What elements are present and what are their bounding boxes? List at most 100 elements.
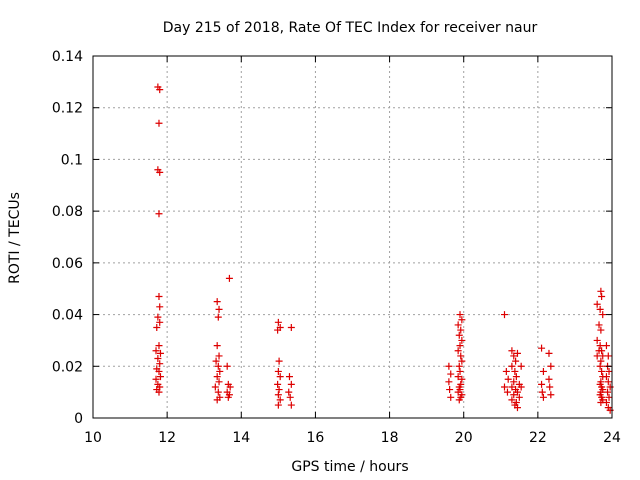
data-point xyxy=(156,86,164,94)
data-point xyxy=(276,396,284,404)
data-point xyxy=(275,386,283,394)
data-points xyxy=(152,83,614,414)
data-point xyxy=(211,383,219,391)
data-point xyxy=(508,347,516,355)
data-point xyxy=(214,388,222,396)
data-point xyxy=(458,316,466,324)
data-point xyxy=(274,318,282,326)
x-axis-label: GPS time / hours xyxy=(291,459,408,475)
data-point xyxy=(517,362,525,370)
x-tick-label: 18 xyxy=(381,430,399,446)
data-point xyxy=(275,357,283,365)
data-point xyxy=(226,383,234,391)
data-point xyxy=(545,349,553,357)
data-point xyxy=(602,373,610,381)
y-tick-label: 0.08 xyxy=(52,204,83,220)
data-point xyxy=(538,344,546,352)
data-point xyxy=(215,352,223,360)
data-point xyxy=(545,375,553,383)
data-point xyxy=(285,388,293,396)
data-point xyxy=(455,362,463,370)
data-point xyxy=(546,383,554,391)
data-point xyxy=(156,318,164,326)
y-tick-label: 0.04 xyxy=(52,308,83,324)
data-point xyxy=(287,380,295,388)
data-point xyxy=(213,396,221,404)
data-point xyxy=(456,311,464,319)
x-tick-label: 14 xyxy=(232,430,250,446)
data-point xyxy=(212,357,220,365)
data-point xyxy=(274,391,282,399)
x-tick-label: 20 xyxy=(455,430,473,446)
data-point xyxy=(500,311,508,319)
data-point xyxy=(274,380,282,388)
data-point xyxy=(454,321,462,329)
data-point xyxy=(508,383,516,391)
data-point xyxy=(605,367,613,375)
data-point xyxy=(445,362,453,370)
data-point xyxy=(538,388,546,396)
data-point xyxy=(152,347,160,355)
data-point xyxy=(446,386,454,394)
data-point xyxy=(155,292,163,300)
data-point xyxy=(156,373,164,381)
data-point xyxy=(156,349,164,357)
data-point xyxy=(510,352,518,360)
data-point xyxy=(155,367,163,375)
y-tick-label: 0.14 xyxy=(52,49,83,65)
y-tick-label: 0.06 xyxy=(52,256,83,272)
y-tick-label: 0 xyxy=(74,411,83,427)
data-point xyxy=(597,287,605,295)
chart-title: Day 215 of 2018, Rate Of TEC Index for r… xyxy=(163,20,538,36)
data-point xyxy=(215,378,223,386)
data-point xyxy=(511,367,519,375)
data-point xyxy=(599,311,607,319)
data-point xyxy=(517,383,525,391)
data-point xyxy=(214,313,222,321)
data-point xyxy=(274,326,282,334)
data-point xyxy=(458,336,466,344)
data-point xyxy=(512,357,520,365)
data-point xyxy=(593,336,601,344)
data-point xyxy=(597,357,605,365)
data-point xyxy=(154,313,162,321)
data-point xyxy=(596,305,604,313)
data-point xyxy=(155,388,163,396)
x-tick-label: 22 xyxy=(529,430,547,446)
x-tick-label: 24 xyxy=(603,430,621,446)
data-point xyxy=(503,388,511,396)
x-tick-label: 16 xyxy=(307,430,325,446)
data-point xyxy=(539,393,547,401)
data-point xyxy=(515,393,523,401)
data-point xyxy=(604,352,612,360)
data-point xyxy=(287,324,295,331)
data-point xyxy=(155,210,163,218)
data-point xyxy=(454,373,462,381)
data-point xyxy=(458,357,466,365)
data-point xyxy=(213,342,221,350)
data-point xyxy=(513,388,521,396)
data-point xyxy=(155,119,163,127)
data-point xyxy=(156,360,164,368)
data-point xyxy=(152,375,160,383)
data-point xyxy=(447,393,455,401)
data-point xyxy=(224,393,232,401)
y-tick-label: 0.1 xyxy=(61,152,83,168)
x-tick-label: 10 xyxy=(84,430,102,446)
data-point xyxy=(456,342,464,350)
plot-frame xyxy=(92,55,613,419)
data-point xyxy=(508,362,516,370)
data-point xyxy=(512,373,520,381)
data-point xyxy=(604,378,612,386)
data-point xyxy=(215,305,223,313)
data-point xyxy=(595,321,603,329)
y-tick-label: 0.02 xyxy=(52,359,83,375)
data-point xyxy=(455,396,463,404)
data-point xyxy=(457,326,465,334)
data-point xyxy=(458,375,466,383)
data-point xyxy=(287,401,295,409)
data-point xyxy=(598,347,606,355)
data-point xyxy=(596,342,604,350)
y-axis-label: ROTI / TECUs xyxy=(7,192,23,284)
